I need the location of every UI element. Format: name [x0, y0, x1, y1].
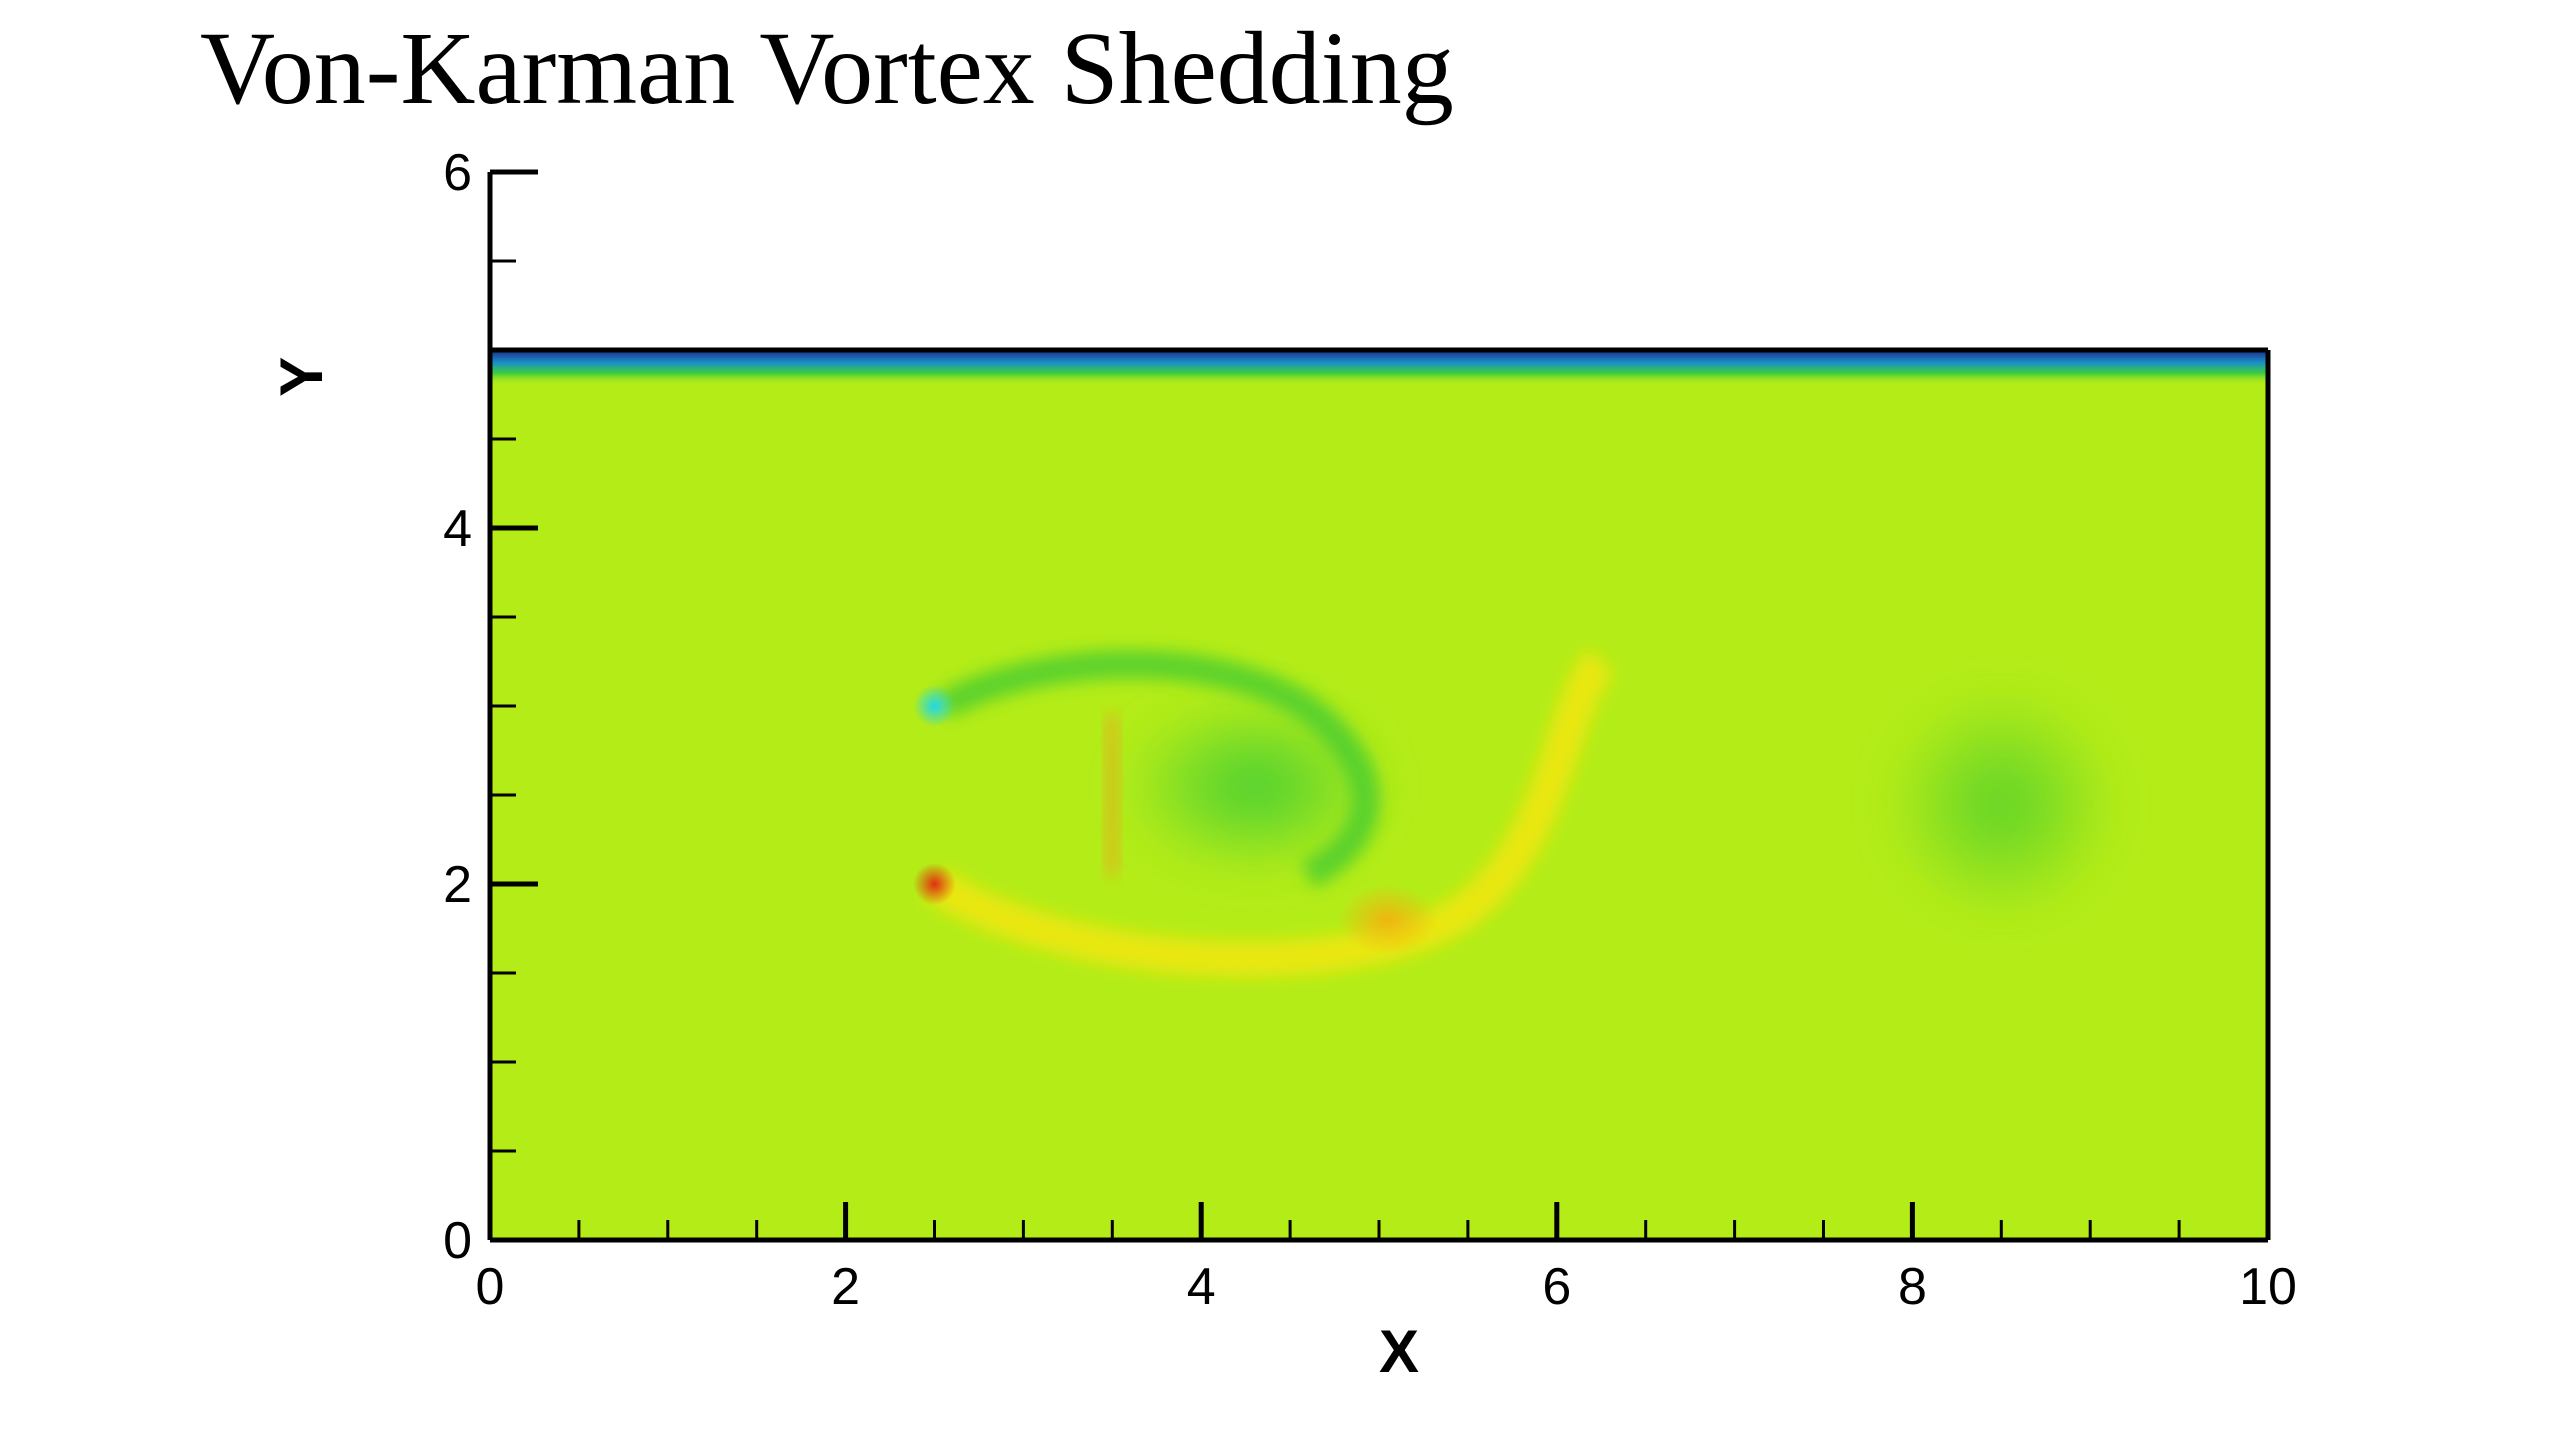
orange-spot: [1338, 884, 1438, 956]
page-title: Von-Karman Vortex Shedding: [200, 11, 1454, 126]
x-tick-label: 2: [831, 1258, 860, 1316]
flow-field: [490, 350, 2268, 1240]
obstacle-rear-streak: [1106, 714, 1118, 876]
upper-shear-vortex: [1121, 697, 1388, 876]
x-tick-label: 6: [1542, 1258, 1571, 1316]
upper-shear-arc: [936, 650, 1380, 888]
y-axis-ticks: 0 2 4 6: [443, 144, 538, 1270]
x-axis-ticks: 0 2 4 6 8 10: [476, 1202, 2297, 1316]
corner-low-spot: [913, 684, 956, 728]
x-tick-label: 8: [1898, 1258, 1927, 1316]
y-tick-label: 2: [443, 856, 472, 914]
x-tick-label: 0: [476, 1258, 505, 1316]
x-axis-label: X: [1379, 1318, 1419, 1385]
y-tick-label: 4: [443, 500, 472, 558]
y-tick-label: 0: [443, 1212, 472, 1270]
y-tick-label: 6: [443, 144, 472, 202]
corner-high-spot: [913, 862, 956, 906]
x-tick-label: 4: [1187, 1258, 1216, 1316]
x-tick-label: 10: [2239, 1258, 2297, 1316]
wake-vortex: [1885, 688, 2117, 920]
y-axis-label: Y: [268, 357, 335, 397]
top-wall-boundary-layer: [490, 350, 2268, 386]
